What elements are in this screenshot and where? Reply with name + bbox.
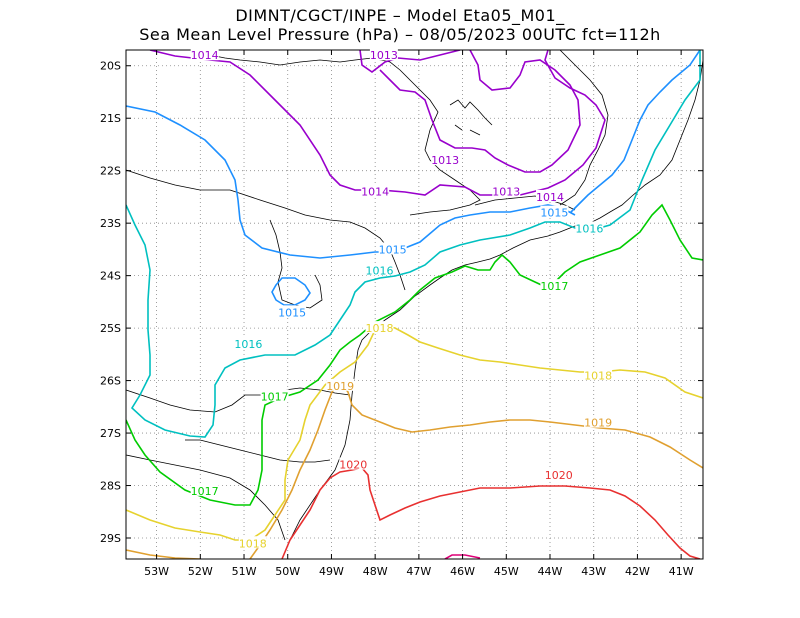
contour-label: 1015: [278, 306, 306, 319]
contour-label: 1014: [191, 49, 219, 62]
border-west-2: [126, 389, 262, 413]
contour-label-bg: [326, 378, 355, 391]
contour-label: 1015: [379, 243, 407, 256]
contour-label: 1013: [431, 154, 459, 167]
map-title-line-1: DIMNT/CGCT/INPE – Model Eta05_M01_: [235, 6, 565, 25]
contour-label: 1016: [575, 222, 603, 235]
lat-tick-label: 22S: [100, 165, 121, 178]
contour-label: 1013: [370, 49, 398, 62]
isobar-1020: [281, 467, 701, 559]
contour-label: 1020: [545, 469, 573, 482]
state-border-mg-es: [559, 50, 609, 206]
contour-label: 1018: [239, 537, 267, 550]
contour-label-bg: [238, 536, 267, 549]
map-frame: [125, 49, 704, 560]
contour-label: 1019: [326, 380, 354, 393]
coastline: [281, 59, 703, 559]
map-title-line-2: Sea Mean Level Pressure (hPa) – 08/05/20…: [139, 25, 661, 44]
contour-label-bg: [536, 189, 565, 202]
contour-label: 1014: [361, 186, 389, 199]
state-border-sp-pr: [229, 189, 406, 291]
isobar-1021: [444, 554, 481, 559]
border-west-3: [126, 454, 286, 541]
lat-tick-label: 23S: [100, 217, 121, 230]
lon-tick-label: 46W: [450, 565, 475, 578]
lon-tick-label: 50W: [275, 565, 300, 578]
contour-label-bg: [234, 336, 263, 349]
lat-tick-label: 26S: [100, 375, 121, 388]
lat-lon-grid: [126, 50, 703, 559]
contour-label-bg: [190, 48, 219, 61]
contour-label-bg: [369, 48, 398, 61]
isobar-1019: [126, 380, 703, 559]
lat-tick-label: 27S: [100, 427, 121, 440]
lon-tick-label: 44W: [538, 565, 563, 578]
contour-label-bg: [431, 153, 460, 166]
lat-tick-label: 20S: [100, 60, 121, 73]
lon-tick-label: 41W: [669, 565, 694, 578]
contour-label-bg: [278, 305, 307, 318]
contour-label: 1018: [584, 369, 612, 382]
state-border-sc-rs: [199, 439, 331, 463]
isobar-1015-closed: [271, 277, 311, 306]
lat-tick-label: 24S: [100, 270, 121, 283]
border-ms-pr: [269, 219, 323, 309]
lon-tick-label: 53W: [144, 565, 169, 578]
lon-tick-label: 43W: [581, 565, 606, 578]
contour-label-bg: [378, 242, 407, 255]
lat-tick-label: 21S: [100, 112, 121, 125]
lon-tick-label: 45W: [494, 565, 519, 578]
contour-label-bg: [584, 415, 613, 428]
lon-tick-label: 49W: [319, 565, 344, 578]
contour-label-bg: [540, 205, 569, 218]
contour-label: 1016: [366, 264, 394, 277]
lat-tick-label: 29S: [100, 532, 121, 545]
contour-label: 1016: [234, 338, 262, 351]
border-west-1: [126, 169, 230, 191]
axis-ticks: 53W 52W 51W 50W 49W 48W 47W 46W 45W 44W 43W 42W 41W 2…: [100, 50, 703, 578]
contour-label: 1020: [339, 459, 367, 472]
contour-label: 1014: [536, 191, 564, 204]
contour-label: 1018: [366, 322, 394, 335]
contour-label: 1015: [540, 207, 568, 220]
contour-label: 1013: [492, 186, 520, 199]
lon-tick-label: 48W: [363, 565, 388, 578]
coastline-and-borders: [126, 50, 703, 559]
lon-tick-label: 47W: [406, 565, 431, 578]
isobars: [126, 50, 703, 559]
isobar-1013-middle: [379, 50, 581, 173]
lon-tick-label: 52W: [188, 565, 213, 578]
lon-tick-label: 51W: [232, 565, 257, 578]
contour-label-bg: [260, 389, 289, 402]
isobar-1017: [126, 203, 703, 506]
contour-label: 1017: [191, 485, 219, 498]
contour-label: 1017: [540, 280, 568, 293]
isobar-1015: [126, 50, 701, 259]
river-islands: [449, 99, 493, 136]
contour-label-bg: [365, 263, 394, 276]
state-border-mg-rj: [474, 195, 576, 211]
contour-label-bg: [339, 457, 368, 470]
contour-label-bg: [492, 184, 521, 197]
contour-label-bg: [190, 483, 219, 496]
lon-tick-label: 42W: [625, 565, 650, 578]
contour-label: 1017: [261, 390, 289, 403]
contour-label: 1019: [584, 417, 612, 430]
contour-label-bg: [361, 184, 390, 197]
lat-tick-label: 28S: [100, 480, 121, 493]
state-border-sp-mg: [214, 55, 481, 216]
contour-label-bg: [540, 279, 569, 292]
isobar-1014-north: [149, 50, 606, 196]
contour-label-bg: [575, 221, 604, 234]
lat-tick-label: 25S: [100, 322, 121, 335]
contour-label-bg: [544, 468, 573, 481]
contour-labels: 1014 1013 1013 1014 1013 1014 1015 1016 1015 1016…: [190, 48, 613, 550]
contour-label-bg: [365, 321, 394, 334]
contour-label-bg: [584, 368, 613, 381]
isobar-1016: [126, 50, 701, 438]
